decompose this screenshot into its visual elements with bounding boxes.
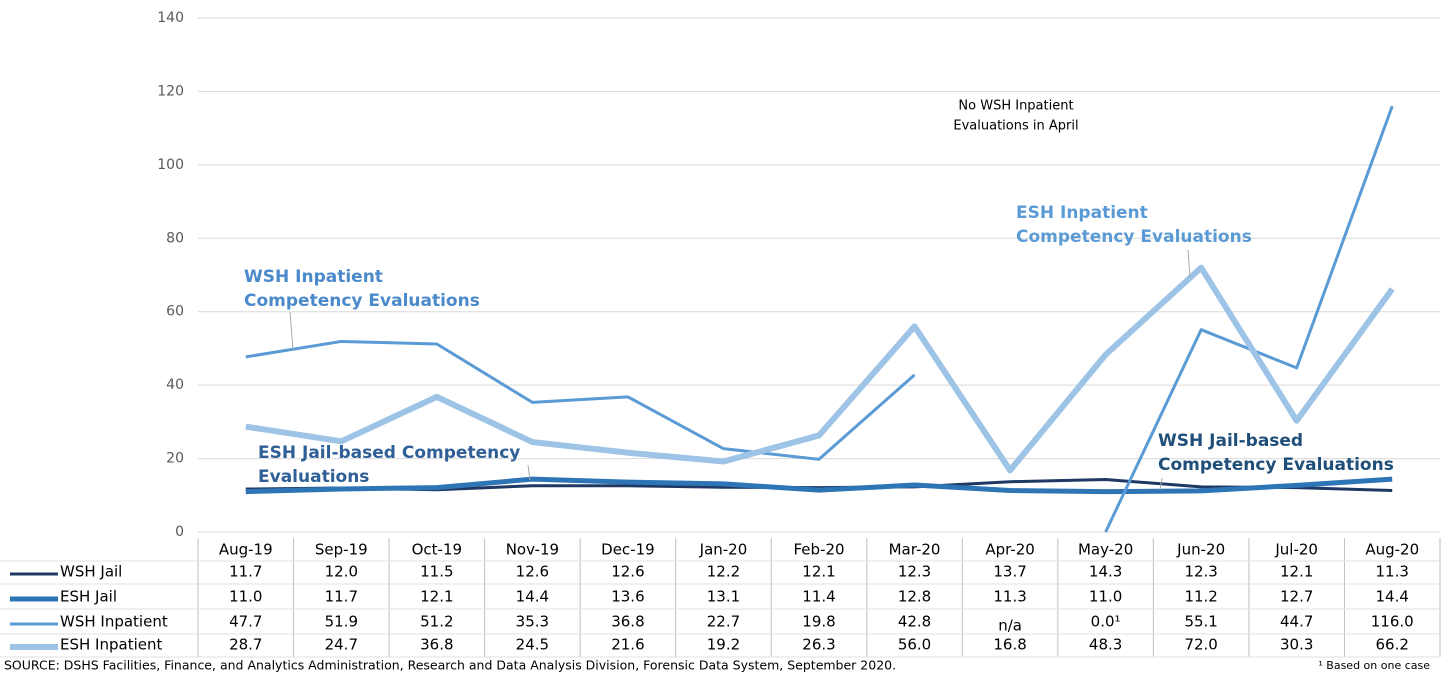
table-cell: 44.7 [1280, 613, 1313, 631]
table-cell: 12.6 [516, 563, 549, 581]
y-tick-label: 0 [175, 524, 184, 540]
annotation: Competency Evaluations [1158, 455, 1394, 475]
y-tick-label: 40 [166, 377, 184, 393]
table-cell: 14.4 [516, 588, 549, 606]
table-cell: 13.7 [993, 563, 1026, 581]
table-cell: 36.8 [420, 636, 453, 654]
source: SOURCE: DSHS Facilities, Finance, and An… [4, 658, 896, 673]
x-tick-label: Feb-20 [793, 541, 844, 559]
table-cell: 35.3 [516, 613, 549, 631]
series-line [245, 476, 1393, 495]
leader-line [1159, 477, 1163, 491]
table-cell: 30.3 [1280, 636, 1313, 654]
table-cell: 12.3 [898, 563, 931, 581]
x-tick-label: Sep-19 [315, 541, 368, 559]
annotation: WSH Jail-based [1158, 431, 1303, 451]
y-tick-label: 140 [157, 10, 184, 26]
table-cell: 42.8 [898, 613, 931, 631]
x-tick-label: Jul-20 [1274, 541, 1318, 559]
leader-line [527, 464, 531, 481]
table-cell: 24.7 [325, 636, 358, 654]
table-cell: n/a [998, 617, 1022, 635]
y-tick-label: 80 [166, 230, 184, 246]
legend-label: ESH Jail [60, 588, 117, 606]
x-tick-label: Jan-20 [699, 541, 748, 559]
x-tick-label: Dec-19 [601, 541, 655, 559]
table-cell: 16.8 [993, 636, 1026, 654]
table-cell: 11.3 [993, 588, 1026, 606]
table-cell: 12.1 [802, 563, 835, 581]
x-tick-label: Aug-20 [1365, 541, 1419, 559]
table-cell: 11.7 [325, 588, 358, 606]
table-cell: 36.8 [611, 613, 644, 631]
leader-line [1187, 249, 1191, 279]
table-cell: 22.7 [707, 613, 740, 631]
footnote: ¹ Based on one case [1318, 659, 1430, 672]
table-cell: 11.0 [1089, 588, 1122, 606]
table-cell: 55.1 [1184, 613, 1217, 631]
annotation: ESH Inpatient [1016, 203, 1148, 223]
table-cell: 47.7 [229, 613, 262, 631]
table-cell: 66.2 [1376, 636, 1409, 654]
table-cell: 11.4 [802, 588, 835, 606]
annotation: Competency Evaluations [1016, 227, 1252, 247]
table-cell: 56.0 [898, 636, 931, 654]
series-line [245, 339, 916, 461]
table-cell: 14.4 [1376, 588, 1409, 606]
x-tick-label: Oct-19 [412, 541, 462, 559]
table-cell: 12.2 [707, 563, 740, 581]
table-cell: 24.5 [516, 636, 549, 654]
annotation: ESH Jail-based Competency [258, 443, 520, 463]
table-cell: 11.2 [1184, 588, 1217, 606]
y-tick-label: 120 [157, 83, 184, 99]
table-cell: 12.1 [1280, 563, 1313, 581]
annotation: No WSH Inpatient [958, 99, 1073, 114]
table-cell: 13.6 [611, 588, 644, 606]
table-cell: 19.2 [707, 636, 740, 654]
x-tick-label: Nov-19 [506, 541, 559, 559]
table-cell: 11.7 [229, 563, 262, 581]
annotation: WSH Inpatient [244, 267, 383, 287]
table-cell: 11.5 [420, 563, 453, 581]
x-tick-label: Jun-20 [1176, 541, 1225, 559]
table-cell: 48.3 [1089, 636, 1122, 654]
y-tick-label: 60 [166, 304, 184, 320]
table-cell: 11.0 [229, 588, 262, 606]
x-tick-label: May-20 [1078, 541, 1133, 559]
legend-label: ESH Inpatient [60, 636, 162, 654]
table-cell: 11.3 [1376, 563, 1409, 581]
table-cell: 12.1 [420, 588, 453, 606]
table-cell: 14.3 [1089, 563, 1122, 581]
annotation: Evaluations [258, 467, 369, 487]
table-cell: 26.3 [802, 636, 835, 654]
table-cell: 51.9 [325, 613, 358, 631]
legend-label: WSH Jail [60, 563, 122, 581]
legend-label: WSH Inpatient [60, 613, 168, 631]
leader-line [289, 311, 294, 351]
table-cell: 12.0 [325, 563, 358, 581]
x-tick-label: Apr-20 [985, 541, 1035, 559]
table-cell: 12.6 [611, 563, 644, 581]
series-line [245, 264, 1395, 474]
table-cell: 12.7 [1280, 588, 1313, 606]
table-cell: 116.0 [1371, 613, 1414, 631]
x-tick-label: Mar-20 [889, 541, 941, 559]
annotation: Evaluations in April [953, 119, 1078, 134]
table-cell: 13.1 [707, 588, 740, 606]
table-cell: 12.3 [1184, 563, 1217, 581]
annotation: Competency Evaluations [244, 291, 480, 311]
table-cell: 51.2 [420, 613, 453, 631]
table-cell: 21.6 [611, 636, 644, 654]
x-tick-label: Aug-19 [219, 541, 273, 559]
table-cell: 28.7 [229, 636, 262, 654]
table-cell: 0.0¹ [1091, 613, 1121, 631]
table-cell: 12.8 [898, 588, 931, 606]
table-cell: 72.0 [1184, 636, 1217, 654]
table-cell: 19.8 [802, 613, 835, 631]
y-tick-label: 20 [166, 451, 184, 467]
y-tick-label: 100 [157, 157, 184, 173]
plot: 0 20 40 60 80 100 120 140 Aug-19 Sep-19 Oct-19 Nov-… [0, 10, 1441, 658]
